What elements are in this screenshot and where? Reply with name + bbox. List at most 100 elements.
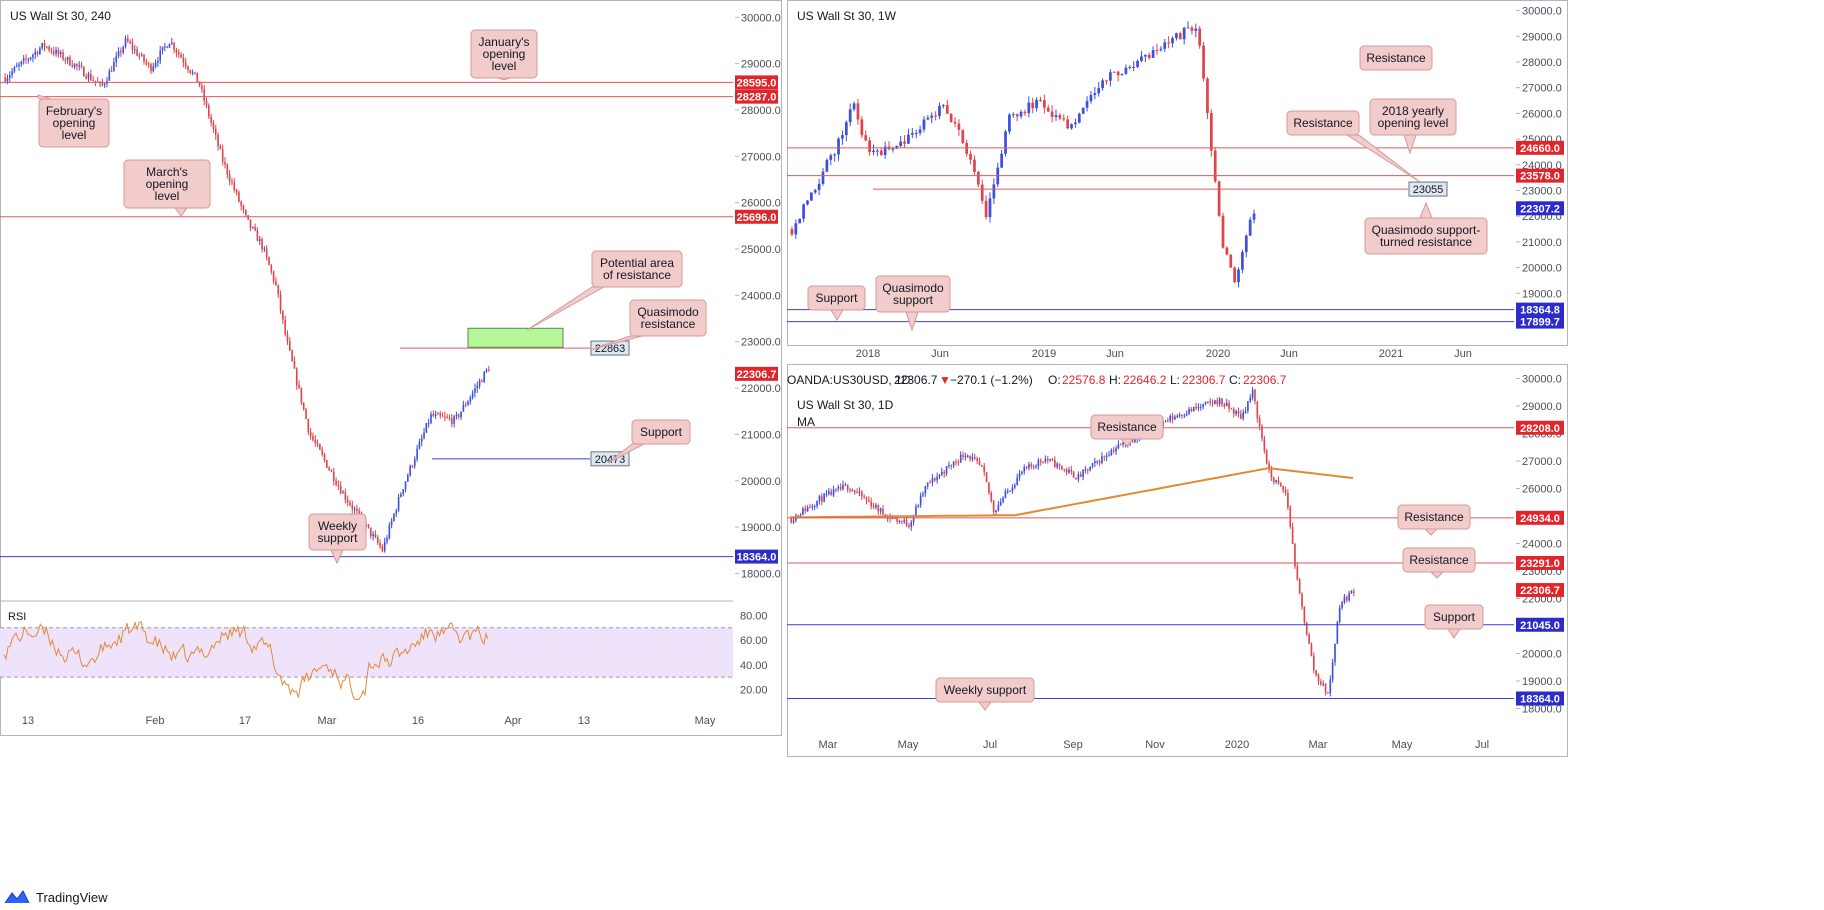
h4-candle xyxy=(367,524,370,528)
h4-candle xyxy=(358,510,361,514)
daily-candle xyxy=(945,466,948,474)
weekly-candle xyxy=(930,115,934,118)
h4-candle xyxy=(240,201,243,207)
h4-candle xyxy=(488,369,490,371)
weekly-candle xyxy=(945,105,949,114)
daily-candle xyxy=(978,461,981,465)
daily-candle xyxy=(865,497,868,501)
h4-candle xyxy=(386,538,388,542)
h4-candle xyxy=(198,81,201,86)
weekly-xtick-label: Jun xyxy=(931,348,949,360)
h4-price-tag: 28287.0 xyxy=(737,92,777,104)
h4-candle xyxy=(32,54,34,58)
daily-candle xyxy=(1261,426,1263,439)
weekly-candle xyxy=(817,183,821,191)
daily-price-tag-bg xyxy=(1516,555,1564,570)
weekly-ytick-label: 21000.0 xyxy=(1522,237,1562,249)
weekly-candle xyxy=(926,117,930,120)
h4-price-tag: 25696.0 xyxy=(737,212,777,224)
weekly-candle xyxy=(790,229,794,235)
h4-candle xyxy=(55,49,57,54)
daily-candle xyxy=(1223,403,1226,407)
daily-candle xyxy=(1070,469,1073,472)
weekly-candle xyxy=(903,141,906,144)
weekly-candle xyxy=(1241,252,1244,270)
h4-candle xyxy=(140,54,143,56)
daily-candle xyxy=(1202,404,1204,407)
daily-candle xyxy=(1181,414,1183,416)
h4-candle xyxy=(249,219,252,228)
daily-candle xyxy=(813,506,816,508)
weekly-candle xyxy=(825,159,829,172)
weekly-candle xyxy=(1252,213,1256,220)
h4-candle xyxy=(168,43,171,48)
daily-xtick-label: Jul xyxy=(1475,739,1489,751)
h4-candle xyxy=(166,46,168,48)
weekly-candle xyxy=(1202,45,1205,79)
daily-candle xyxy=(900,520,903,522)
weekly-candle xyxy=(965,142,969,154)
daily-candle xyxy=(1296,566,1299,580)
h4-candle xyxy=(455,414,458,417)
weekly-candle xyxy=(1112,71,1116,73)
h4-callout-march-text: March's xyxy=(146,165,188,179)
weekly-candle xyxy=(1194,28,1198,31)
daily-candle xyxy=(1082,469,1084,477)
tradingview-logo-icon xyxy=(4,890,30,904)
h4-callout-february-text: February's xyxy=(46,104,102,118)
daily-candle xyxy=(1032,466,1035,468)
daily-candle xyxy=(1004,491,1007,498)
tradingview-brand[interactable]: TradingView xyxy=(4,884,108,910)
daily-candle xyxy=(1190,409,1193,411)
daily-candle xyxy=(863,496,865,498)
h4-candle xyxy=(36,51,39,55)
h4-chart: US Wall St 30, 240 30000.029000.028000.02… xyxy=(0,9,781,727)
daily-candle xyxy=(1214,400,1216,404)
daily-candle xyxy=(1287,492,1289,508)
daily-candle xyxy=(1167,420,1169,422)
h4-candle xyxy=(242,206,245,210)
daily-candle xyxy=(1352,590,1355,594)
h4-candle xyxy=(390,520,393,526)
daily-ytick-label: 29000.0 xyxy=(1522,401,1562,413)
h4-candle xyxy=(177,52,180,55)
h4-candle xyxy=(356,508,358,511)
h4-ytick-label: 19000.0 xyxy=(741,522,781,534)
daily-candle xyxy=(1006,490,1009,492)
h4-candle xyxy=(437,413,439,415)
h4-candle xyxy=(268,256,270,266)
h4-candle xyxy=(446,416,448,418)
weekly-candle xyxy=(934,115,937,117)
daily-candle xyxy=(1174,416,1176,420)
h4-candle xyxy=(83,67,85,77)
daily-candle xyxy=(1028,464,1030,468)
weekly-callout-support-text: Support xyxy=(815,291,858,305)
weekly-candle xyxy=(1101,80,1104,89)
h4-candle xyxy=(316,443,319,445)
weekly-candle xyxy=(794,223,798,235)
daily-candle xyxy=(973,457,976,459)
h4-candle xyxy=(66,57,69,61)
daily-candle xyxy=(1018,473,1021,478)
h4-candle xyxy=(400,494,402,497)
daily-candle xyxy=(1331,662,1334,680)
weekly-candle xyxy=(1027,102,1031,114)
h4-candle xyxy=(332,471,335,482)
daily-candle xyxy=(1239,413,1242,419)
daily-candle xyxy=(1009,490,1011,492)
h4-candle xyxy=(127,38,129,42)
daily-candle xyxy=(837,487,840,489)
h4-candle xyxy=(52,51,55,54)
daily-candle xyxy=(976,458,978,462)
daily-candle xyxy=(1063,469,1066,471)
daily-candle xyxy=(802,508,804,515)
weekly-candle xyxy=(1105,80,1108,82)
daily-candle xyxy=(929,482,931,484)
weekly-candle xyxy=(922,119,926,130)
daily-candle xyxy=(1303,606,1306,623)
daily-candle xyxy=(936,476,938,481)
h4-candle xyxy=(25,58,27,60)
h4-candle xyxy=(39,48,41,55)
h4-candle xyxy=(293,361,296,369)
daily-candle xyxy=(943,471,946,474)
